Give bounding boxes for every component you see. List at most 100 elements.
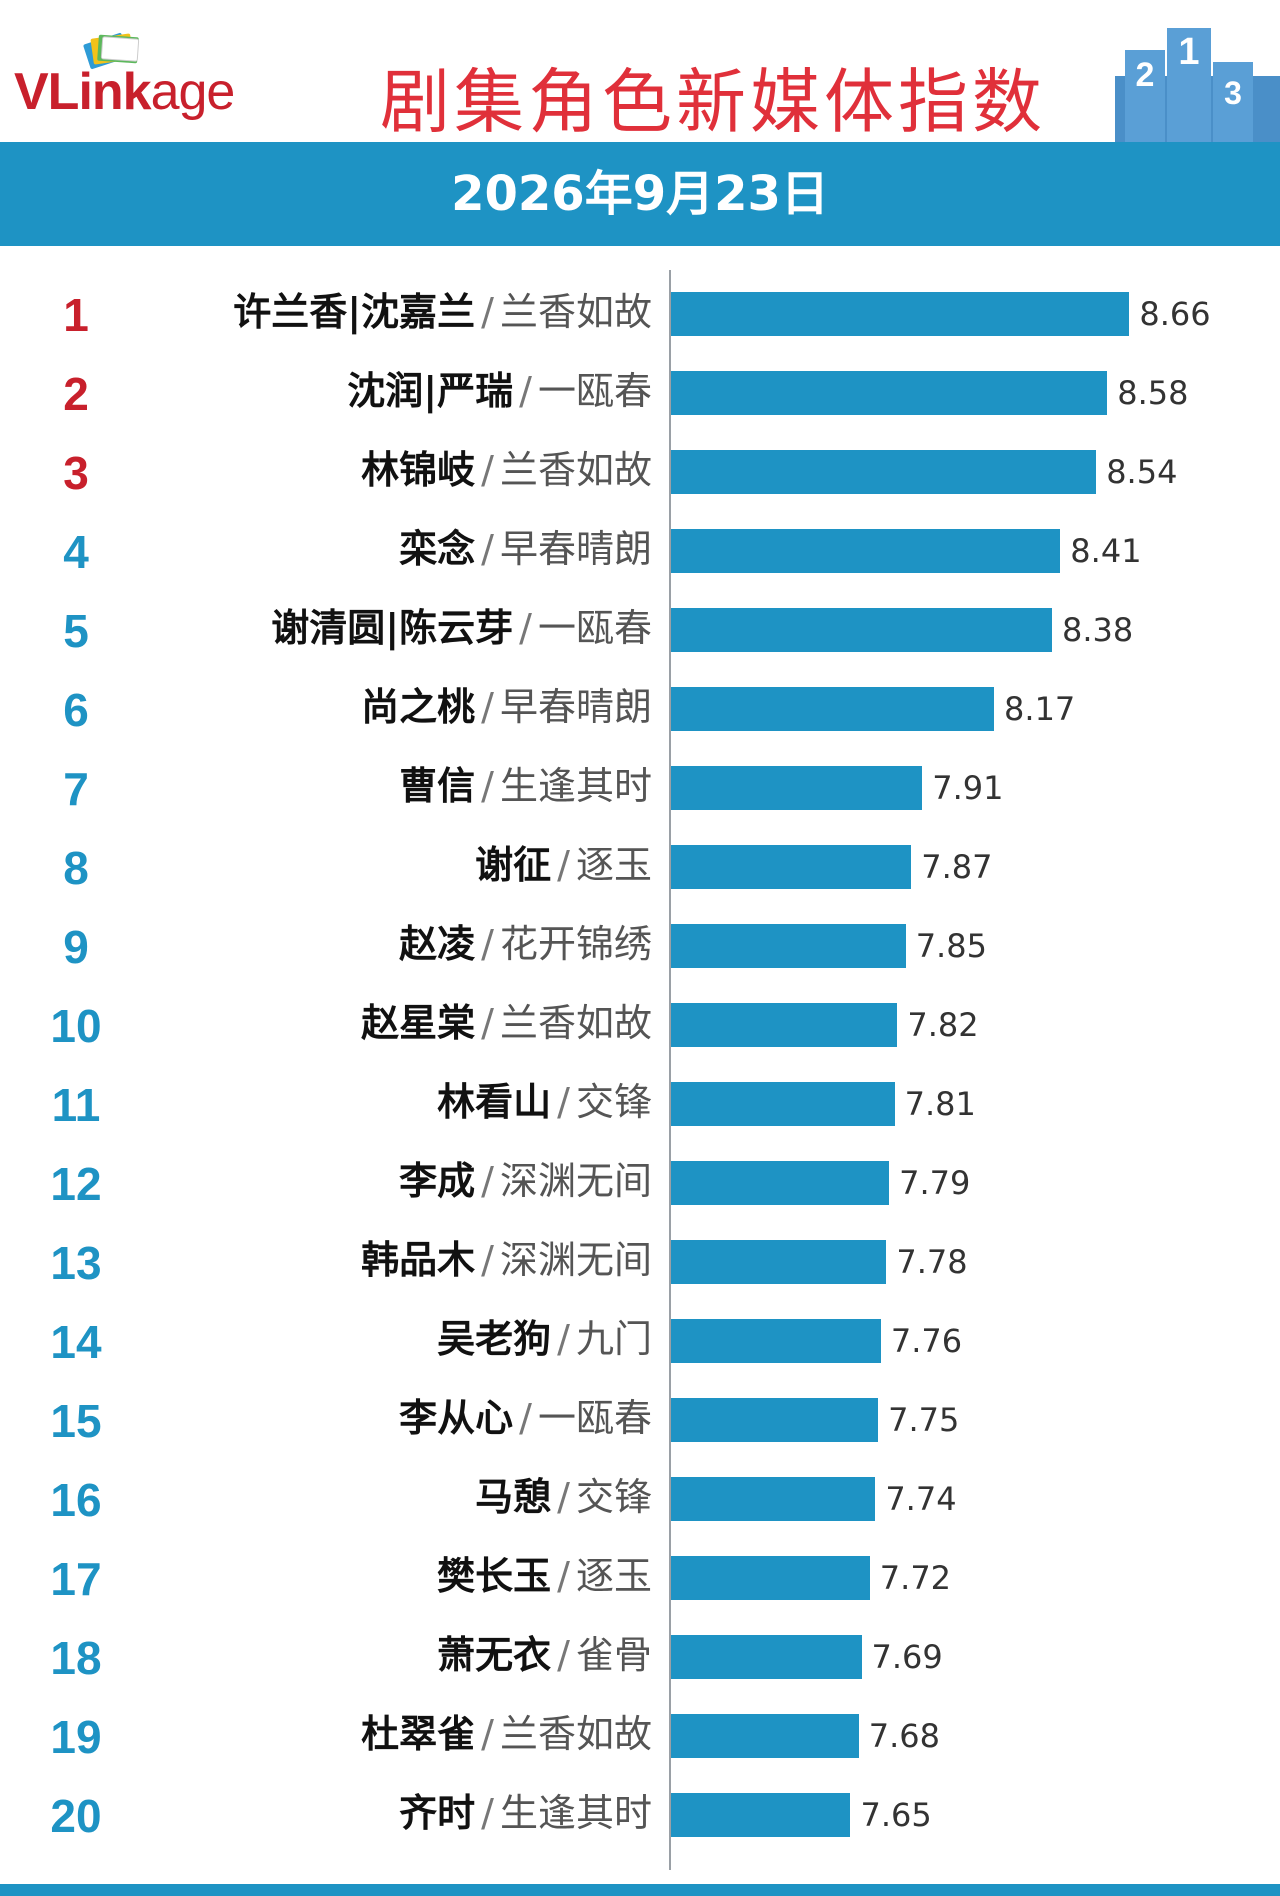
value-label: 7.85 — [915, 927, 987, 965]
drama-name: 逐玉 — [575, 1554, 652, 1598]
value-label: 8.38 — [1062, 611, 1134, 649]
rank-number: 16 — [50, 1474, 102, 1526]
value-bar — [671, 529, 1061, 573]
value-bar — [671, 1082, 895, 1126]
value-label: 7.68 — [868, 1717, 940, 1755]
rank-number: 7 — [63, 763, 89, 815]
label-separator: / — [481, 1712, 494, 1756]
label-separator: / — [481, 764, 494, 808]
value-label: 7.72 — [879, 1559, 952, 1597]
drama-name: 兰香如故 — [499, 1712, 652, 1756]
drama-name: 早春晴朗 — [499, 685, 652, 729]
rank-number: 9 — [63, 921, 89, 973]
rank-number: 19 — [50, 1711, 102, 1763]
rank-number: 12 — [50, 1158, 102, 1210]
drama-name: 逐玉 — [575, 843, 652, 887]
label-separator: / — [557, 1080, 570, 1124]
drama-name: 雀骨 — [575, 1633, 652, 1677]
podium-third: 3 — [1224, 75, 1242, 111]
label-separator: / — [481, 1001, 494, 1045]
value-label: 7.78 — [896, 1243, 968, 1281]
row-label: 沈润|严瑞 / 一瓯春 — [347, 369, 652, 413]
value-bar — [671, 1556, 870, 1600]
character-name: 栾念 — [399, 527, 476, 571]
row-label: 林看山 / 交锋 — [437, 1080, 652, 1124]
value-label: 7.75 — [888, 1401, 960, 1439]
character-name: 林锦岐 — [361, 448, 476, 492]
label-separator: / — [481, 1238, 494, 1282]
value-label: 7.65 — [860, 1796, 932, 1834]
chart-row: 13 韩品木 / 深渊无间 7.78 — [0, 1218, 1280, 1297]
chart-row: 7 曹信 / 生逢其时 7.91 — [0, 744, 1280, 823]
rank-number: 1 — [63, 289, 89, 341]
drama-name: 交锋 — [575, 1080, 652, 1124]
row-label: 萧无衣 / 雀骨 — [437, 1633, 652, 1677]
rank-number: 3 — [63, 447, 89, 499]
value-bar — [671, 450, 1097, 494]
character-name: 赵星棠 — [361, 1001, 476, 1045]
rank-number: 20 — [50, 1790, 102, 1842]
drama-name: 花开锦绣 — [499, 922, 652, 966]
rank-number: 18 — [50, 1632, 102, 1684]
value-label: 7.79 — [899, 1164, 971, 1202]
value-label: 8.54 — [1106, 453, 1178, 491]
chart-row: 14 吴老狗 / 九门 7.76 — [0, 1297, 1280, 1376]
label-separator: / — [519, 1396, 532, 1440]
value-bar — [671, 845, 912, 889]
podium-first: 1 — [1178, 31, 1199, 73]
chart-row: 9 赵凌 / 花开锦绣 7.85 — [0, 902, 1280, 981]
chart-row: 19 杜翠雀 / 兰香如故 7.68 — [0, 1692, 1280, 1771]
rank-number: 15 — [50, 1395, 102, 1447]
value-bar — [671, 1793, 851, 1837]
row-label: 栾念 / 早春晴朗 — [399, 527, 652, 571]
axis-line — [669, 270, 671, 1870]
chart-row: 18 萧无衣 / 雀骨 7.69 — [0, 1613, 1280, 1692]
value-bar — [671, 1477, 876, 1521]
value-bar — [671, 687, 995, 731]
row-label: 林锦岐 / 兰香如故 — [361, 448, 652, 492]
drama-name: 兰香如故 — [499, 290, 652, 334]
row-label: 许兰香|沈嘉兰 / 兰香如故 — [233, 290, 652, 334]
drama-name: 生逢其时 — [499, 764, 652, 808]
rank-number: 13 — [50, 1237, 102, 1289]
ranking-chart: 1 许兰香|沈嘉兰 / 兰香如故 8.66 2 沈润|严瑞 / 一瓯春 8.58 3 林锦岐 / 兰香如故… — [0, 270, 1280, 1870]
value-label: 8.17 — [1004, 690, 1076, 728]
row-label: 赵凌 / 花开锦绣 — [399, 922, 652, 966]
rank-number: 8 — [63, 842, 89, 894]
chart-row: 20 齐时 / 生逢其时 7.65 — [0, 1771, 1280, 1850]
character-name: 萧无衣 — [437, 1633, 552, 1677]
rank-number: 2 — [63, 368, 89, 420]
character-name: 赵凌 — [399, 922, 476, 966]
character-name: 马憩 — [475, 1475, 552, 1519]
value-label: 7.91 — [932, 769, 1004, 807]
chart-row: 17 樊长玉 / 逐玉 7.72 — [0, 1534, 1280, 1613]
row-label: 齐时 / 生逢其时 — [399, 1791, 652, 1835]
label-separator: / — [481, 922, 494, 966]
row-label: 谢清圆|陈云芽 / 一瓯春 — [271, 606, 652, 650]
drama-name: 一瓯春 — [537, 1396, 652, 1440]
rank-number: 4 — [63, 526, 89, 578]
chart-row: 3 林锦岐 / 兰香如故 8.54 — [0, 428, 1280, 507]
character-name: 樊长玉 — [437, 1554, 552, 1598]
character-name: 韩品木 — [361, 1238, 476, 1282]
character-name: 齐时 — [399, 1791, 476, 1835]
character-name: 许兰香|沈嘉兰 — [233, 290, 476, 334]
drama-name: 生逢其时 — [499, 1791, 652, 1835]
value-label: 7.82 — [907, 1006, 979, 1044]
value-bar — [671, 1398, 879, 1442]
row-label: 马憩 / 交锋 — [475, 1475, 652, 1519]
label-separator: / — [481, 527, 494, 571]
rank-number: 6 — [63, 684, 89, 736]
drama-name: 一瓯春 — [537, 606, 652, 650]
drama-name: 兰香如故 — [499, 1001, 652, 1045]
label-separator: / — [557, 1554, 570, 1598]
character-name: 谢清圆|陈云芽 — [271, 606, 514, 650]
chart-row: 11 林看山 / 交锋 7.81 — [0, 1060, 1280, 1139]
value-bar — [671, 608, 1053, 652]
value-bar — [671, 1319, 881, 1363]
logo-text-age: age — [150, 63, 236, 121]
label-separator: / — [557, 1633, 570, 1677]
rank-number: 10 — [50, 1000, 102, 1052]
chart-row: 1 许兰香|沈嘉兰 / 兰香如故 8.66 — [0, 270, 1280, 349]
value-bar — [671, 292, 1130, 336]
